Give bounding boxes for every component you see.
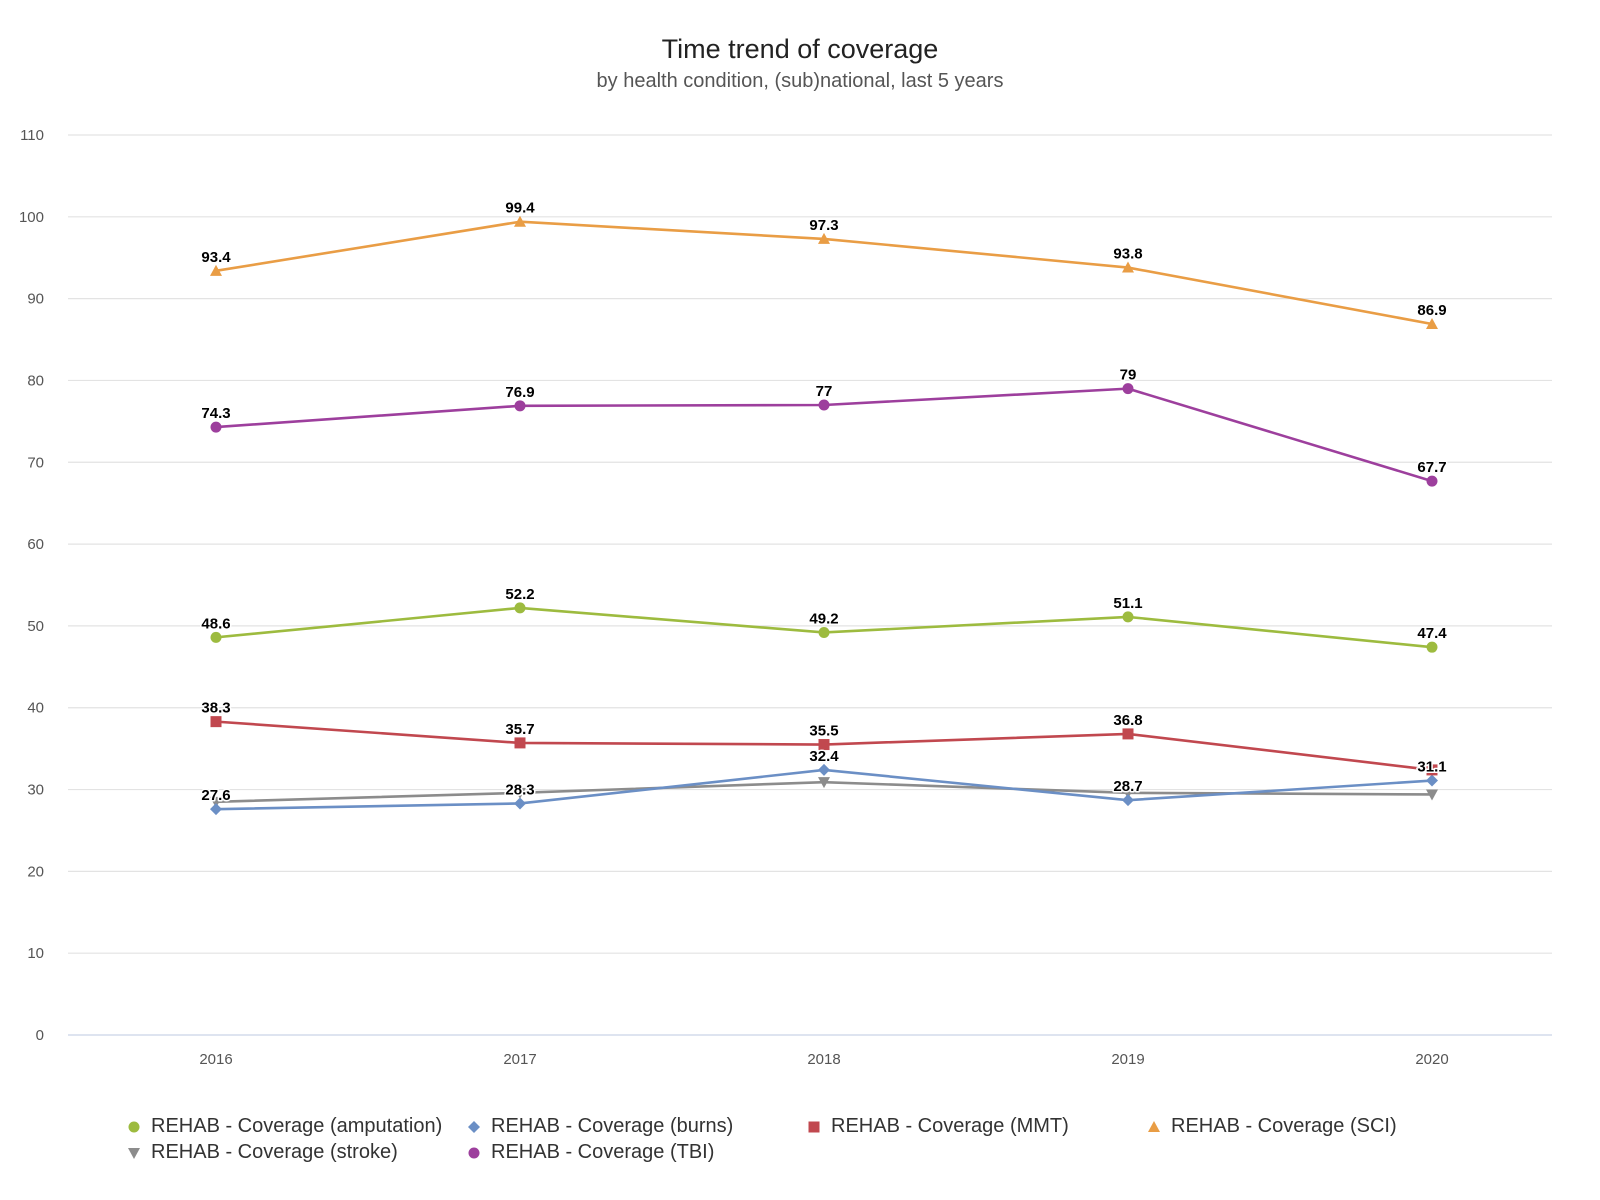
data-point (1122, 261, 1134, 273)
data-point (468, 1120, 480, 1133)
data-label: 52.2 (505, 586, 534, 603)
y-tick-label: 100 (19, 209, 44, 226)
data-point (1122, 794, 1134, 807)
data-point (514, 797, 526, 810)
data-label: 67.7 (1417, 459, 1446, 476)
legend-marker-icon (128, 1147, 140, 1159)
data-label: 49.2 (809, 610, 838, 627)
legend-item[interactable]: REHAB - Coverage (amputation) (125, 1115, 442, 1138)
data-label: 31.1 (1417, 759, 1446, 776)
data-point (818, 777, 830, 789)
data-point (210, 716, 222, 728)
data-point (1426, 764, 1438, 776)
y-tick-label: 90 (27, 291, 44, 308)
data-point (210, 264, 222, 276)
data-point (1122, 611, 1134, 623)
legend-label: REHAB - Coverage (MMT) (831, 1115, 1069, 1137)
data-label: 28.3 (505, 781, 534, 798)
y-tick-label: 0 (36, 1027, 44, 1044)
data-label: 47.4 (1417, 625, 1447, 642)
data-point (514, 602, 526, 614)
legend-item[interactable]: REHAB - Coverage (TBI) (465, 1141, 714, 1164)
data-point (468, 1147, 480, 1158)
y-tick-label: 30 (27, 782, 44, 799)
data-point (514, 215, 526, 227)
data-label: 97.3 (809, 217, 838, 234)
data-label: 35.7 (505, 721, 534, 738)
data-label: 77 (816, 383, 833, 400)
data-point (818, 739, 830, 751)
data-label: 38.3 (201, 700, 230, 717)
x-tick-label: 2020 (1415, 1051, 1448, 1068)
data-label: 36.8 (1113, 712, 1142, 729)
plot-area: 0 10 20 30 40 50 60 70 80 90 100 110 2016 2017 2018 201… (19, 127, 1552, 1068)
data-label: 32.4 (809, 748, 839, 765)
x-tick-label: 2016 (199, 1051, 232, 1068)
data-point (1426, 318, 1438, 329)
data-point (1426, 641, 1438, 653)
data-label: 35.5 (809, 723, 838, 740)
chart-subtitle: by health condition, (sub)national, last… (596, 70, 1004, 92)
data-label: 28.7 (1113, 778, 1142, 795)
data-point (818, 763, 830, 776)
data-label: 93.8 (1113, 246, 1142, 263)
y-tick-label: 40 (27, 700, 44, 717)
legend-marker-icon (808, 1121, 820, 1132)
y-tick-label: 60 (27, 536, 44, 553)
legend-marker-icon (1148, 1120, 1160, 1132)
data-point (1122, 728, 1134, 740)
data-label: 76.9 (505, 384, 534, 401)
x-tick-label: 2017 (503, 1051, 536, 1068)
data-label: 86.9 (1417, 302, 1446, 319)
data-point (210, 796, 222, 808)
legend-item[interactable]: REHAB - Coverage (MMT) (805, 1115, 1069, 1138)
data-label: 79 (1120, 367, 1137, 384)
legend-label: REHAB - Coverage (TBI) (491, 1141, 715, 1163)
data-point (1122, 383, 1134, 395)
data-label: 74.3 (201, 405, 230, 422)
data-point (514, 400, 526, 412)
data-point (818, 399, 830, 411)
chart-title: Time trend of coverage (661, 34, 939, 64)
y-tick-label: 70 (27, 454, 44, 471)
legend-label: REHAB - Coverage (SCI) (1171, 1115, 1397, 1137)
legend-label: REHAB - Coverage (amputation) (151, 1115, 443, 1137)
data-point (808, 1121, 820, 1132)
data-point (1148, 1120, 1160, 1132)
data-label: 93.4 (201, 249, 231, 266)
data-label: 48.6 (201, 615, 230, 632)
x-tick-label: 2018 (807, 1051, 840, 1068)
data-label: 27.6 (201, 787, 230, 804)
legend-item[interactable]: REHAB - Coverage (stroke) (125, 1141, 398, 1164)
data-point (818, 626, 830, 638)
legend-label: REHAB - Coverage (burns) (491, 1115, 734, 1137)
data-label: 99.4 (505, 200, 535, 217)
y-tick-label: 20 (27, 863, 44, 880)
y-tick-label: 110 (20, 127, 44, 144)
legend-item[interactable]: REHAB - Coverage (SCI) (1145, 1115, 1397, 1138)
data-point (514, 737, 526, 749)
y-tick-label: 10 (27, 945, 44, 962)
data-point (514, 787, 526, 799)
data-point (818, 232, 830, 244)
data-point (210, 421, 222, 433)
data-point (128, 1147, 140, 1159)
data-point (1426, 789, 1438, 801)
legend-marker-icon (468, 1120, 480, 1133)
data-point (1426, 475, 1438, 487)
data-label: 51.1 (1113, 595, 1142, 612)
y-tick-label: 80 (27, 372, 44, 389)
legend-label: REHAB - Coverage (stroke) (151, 1141, 398, 1163)
data-point (210, 631, 222, 643)
data-point (1426, 774, 1438, 787)
data-point (1122, 787, 1134, 799)
y-tick-label: 50 (27, 618, 44, 635)
x-tick-label: 2019 (1111, 1051, 1144, 1068)
legend-marker-icon (468, 1147, 480, 1158)
data-point (210, 803, 222, 816)
legend-item[interactable]: REHAB - Coverage (burns) (465, 1115, 733, 1138)
data-point (128, 1121, 140, 1132)
legend-marker-icon (128, 1121, 140, 1132)
